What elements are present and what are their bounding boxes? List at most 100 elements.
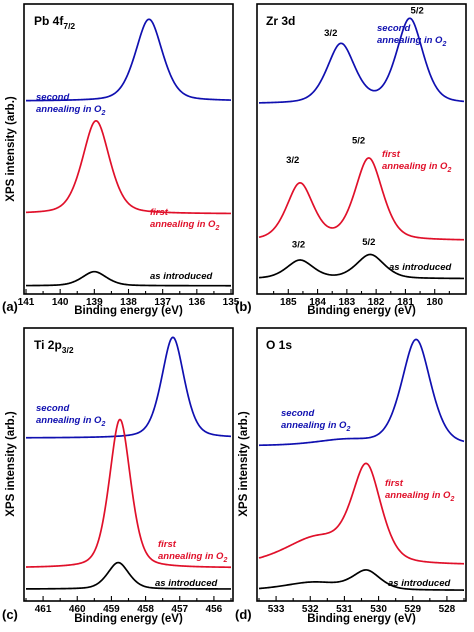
panel-b-annotation-first: first: [382, 149, 401, 160]
panel-d-annotation-second-line2: annealing in O2: [281, 420, 350, 433]
panel-c-curve-as_introduced: [26, 561, 232, 590]
panel-a-curve-as_introduced: [26, 270, 231, 287]
panel-c-curve-second: [26, 336, 232, 439]
panel-b-xtick-label: 180: [426, 297, 443, 308]
panel-b-annotation-first-line2: annealing in O2: [382, 161, 451, 174]
panel-b-xtick-label: 183: [339, 297, 356, 308]
panel-a-annotation-first-line2: annealing in O2: [150, 219, 219, 232]
panel-c-title: Ti 2p3/2: [34, 338, 74, 355]
panel-b-peak-label: 3/2: [292, 240, 305, 251]
panel-d-xtick-label: 532: [302, 604, 319, 615]
panel-d-annotation-first-line2: annealing in O2: [385, 490, 454, 503]
panel-d-xtick-label: 533: [268, 604, 285, 615]
panel-a-annotation-second: second: [36, 92, 69, 103]
panel-c-xtick-label: 461: [35, 604, 52, 615]
panel-b-xtick-label: 181: [397, 297, 414, 308]
panel-d-annotation-as_introduced: as introduced: [388, 578, 450, 589]
panel-b-peak-label: 5/2: [352, 135, 365, 146]
panel-d-xlabel: Binding energy (eV): [307, 613, 416, 625]
panel-a-xtick-label: 136: [188, 297, 205, 308]
panel-c-xlabel: Binding energy (eV): [74, 613, 183, 625]
panel-c-title-main: Ti 2p: [34, 338, 62, 352]
svg-text:Ti 2p3/2: Ti 2p3/2: [34, 338, 74, 355]
panel-c-title-sub: 3/2: [62, 345, 74, 355]
panel-c-annotation-as_introduced: as introduced: [155, 578, 217, 589]
panel-a-xtick-label: 138: [120, 297, 137, 308]
panel-d-title-main: O 1s: [266, 338, 292, 352]
panel-c-label: (c): [2, 607, 18, 622]
panel-d-label: (d): [235, 607, 252, 622]
panel-b-peak-label: 3/2: [324, 28, 337, 39]
panel-b-label: (b): [235, 299, 252, 314]
panel-b-curve-first: [258, 157, 465, 241]
panel-a-label: (a): [2, 299, 18, 314]
panel-a-ylabel: XPS intensity (arb.): [5, 96, 17, 202]
panel-a-xtick-label: 139: [86, 297, 103, 308]
panel-a-curve-second: [25, 18, 232, 102]
panel-d-xtick-label: 531: [336, 604, 353, 615]
panel-c-xtick-label: 456: [206, 604, 223, 615]
panel-b-curve-second: [258, 17, 465, 104]
panel-d-title: O 1s: [266, 338, 292, 352]
panel-b-peak-label: 3/2: [286, 155, 299, 166]
panel-c-xtick-label: 459: [103, 604, 120, 615]
panel-b-xtick-label: 185: [280, 297, 297, 308]
panel-d-annotation-first: first: [385, 478, 404, 489]
panel-a-xlabel: Binding energy (eV): [74, 305, 183, 317]
svg-text:O 1s: O 1s: [266, 338, 292, 352]
panel-a-annotation-second-line2: annealing in O2: [36, 104, 105, 117]
panel-a-title: Pb 4f7/2: [34, 14, 75, 31]
panel-b-xtick-label: 184: [309, 297, 326, 308]
panel-d-ylabel: XPS intensity (arb.): [238, 411, 250, 517]
panel-d-xtick-label: 529: [404, 604, 421, 615]
panel-b-xlabel: Binding energy (eV): [307, 305, 416, 317]
panel-d-xtick-label: 528: [439, 604, 456, 615]
panel-c-ylabel: XPS intensity (arb.): [5, 411, 17, 517]
panel-c-curve-first: [25, 418, 232, 569]
panel-a-title-main: Pb 4f: [34, 14, 64, 28]
svg-text:Zr 3d: Zr 3d: [266, 14, 295, 28]
panel-d-curve-second: [258, 338, 465, 447]
panel-a-xtick-label: 137: [154, 297, 171, 308]
panel-a-xtick-label: 141: [18, 297, 35, 308]
panel-a-frame: [23, 3, 234, 295]
panel-a-title-sub: 7/2: [63, 21, 75, 31]
panel-a-annotation-first: first: [150, 207, 169, 218]
panel-d-curve-first: [258, 462, 465, 565]
panel-c-xtick-label: 457: [171, 604, 188, 615]
panel-d-xtick-label: 530: [370, 604, 387, 615]
panel-a-xtick-label: 140: [52, 297, 69, 308]
panel-b-title: Zr 3d: [266, 14, 295, 28]
panel-a-annotation-as_introduced: as introduced: [150, 271, 212, 282]
panel-d-frame: [256, 327, 467, 602]
panel-a-curve-first: [25, 119, 231, 215]
panel-b-annotation-as_introduced: as introduced: [389, 262, 451, 273]
panel-b-peak-label: 5/2: [362, 237, 375, 248]
panel-c-xtick-label: 460: [69, 604, 86, 615]
panel-b-peak-label: 5/2: [411, 6, 424, 17]
panel-c-annotation-first: first: [158, 539, 177, 550]
panel-d-curve-as_introduced: [258, 569, 464, 591]
panel-b-title-main: Zr 3d: [266, 14, 295, 28]
panel-b-frame: [256, 3, 467, 295]
panel-b-xtick-label: 182: [368, 297, 385, 308]
panel-c-annotation-second-line2: annealing in O2: [36, 415, 105, 428]
panel-c-xtick-label: 458: [137, 604, 154, 615]
panel-c-annotation-first-line2: annealing in O2: [158, 551, 227, 564]
panel-b-curve-as_introduced: [258, 253, 465, 280]
panel-d-annotation-second: second: [281, 408, 314, 419]
panel-b-annotation-second-line2: annealing in O2: [377, 35, 446, 48]
panel-a-xtick-label: 135: [223, 297, 240, 308]
svg-text:Pb 4f7/2: Pb 4f7/2: [34, 14, 75, 31]
panel-c-annotation-second: second: [36, 403, 69, 414]
panel-b-annotation-second: second: [377, 23, 410, 34]
